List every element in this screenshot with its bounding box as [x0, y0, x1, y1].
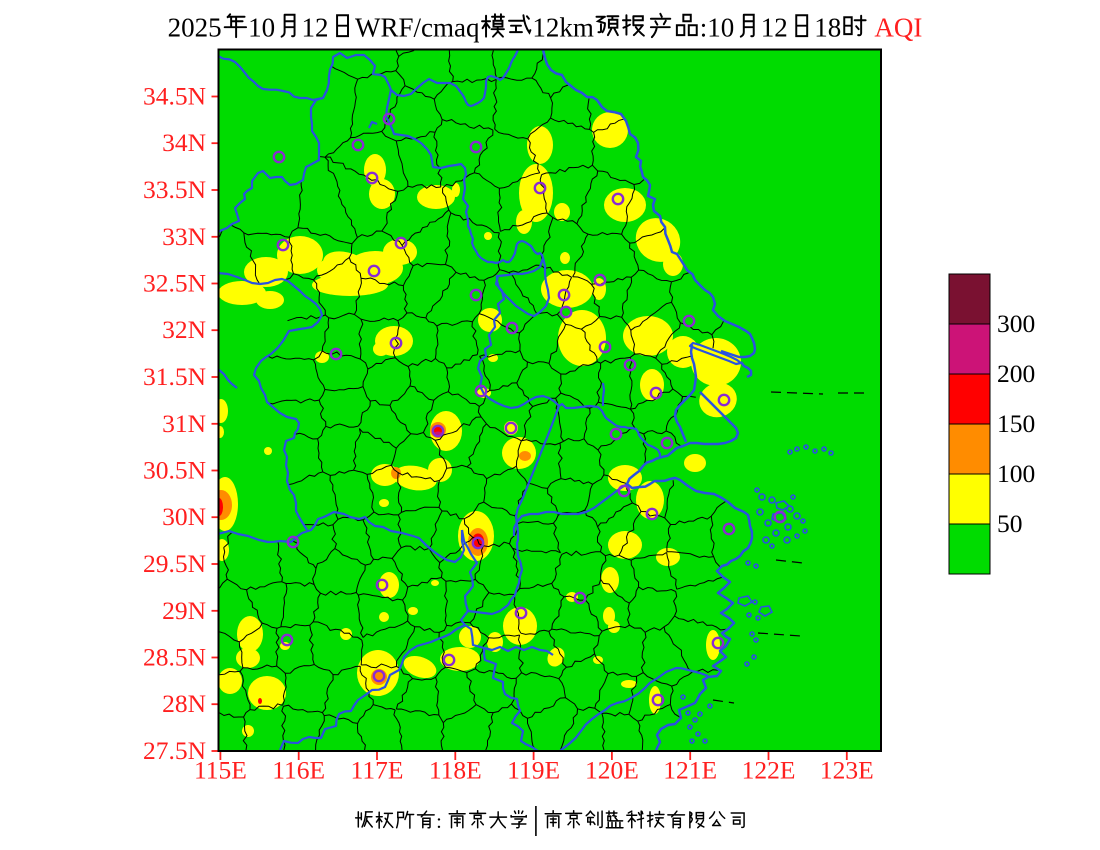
- svg-text:32.5N: 32.5N: [143, 269, 206, 298]
- svg-text:18: 18: [814, 13, 841, 43]
- svg-text:115E: 115E: [194, 756, 247, 785]
- svg-text:118E: 118E: [429, 756, 482, 785]
- svg-text:33N: 33N: [162, 222, 206, 251]
- svg-text:121E: 121E: [663, 756, 717, 785]
- svg-text:12: 12: [302, 13, 329, 43]
- svg-text:32N: 32N: [162, 315, 206, 344]
- svg-text:28N: 28N: [162, 689, 206, 718]
- svg-text:31N: 31N: [162, 409, 206, 438]
- svg-text:300: 300: [997, 309, 1035, 338]
- svg-text:27.5N: 27.5N: [143, 736, 206, 765]
- svg-text:34.5N: 34.5N: [143, 82, 206, 111]
- svg-text:200: 200: [997, 359, 1035, 388]
- svg-text:30.5N: 30.5N: [143, 456, 206, 485]
- svg-text:120E: 120E: [585, 756, 639, 785]
- svg-text:33.5N: 33.5N: [143, 175, 206, 204]
- svg-text:WRF/cmaq: WRF/cmaq: [355, 13, 480, 43]
- svg-text:117E: 117E: [351, 756, 404, 785]
- svg-text:50: 50: [997, 509, 1023, 538]
- svg-text:100: 100: [997, 459, 1035, 488]
- svg-text:29.5N: 29.5N: [143, 549, 206, 578]
- svg-text:12km: 12km: [532, 13, 594, 43]
- svg-text:123E: 123E: [820, 756, 874, 785]
- svg-text:116E: 116E: [272, 756, 325, 785]
- svg-text:2025: 2025: [168, 13, 222, 43]
- svg-text:10: 10: [248, 13, 275, 43]
- svg-text:AQI: AQI: [874, 13, 922, 43]
- svg-text:31.5N: 31.5N: [143, 362, 206, 391]
- svg-text:122E: 122E: [742, 756, 796, 785]
- svg-text:119E: 119E: [507, 756, 560, 785]
- svg-text:34N: 34N: [162, 128, 206, 157]
- svg-text:30N: 30N: [162, 502, 206, 531]
- svg-text:150: 150: [997, 409, 1035, 438]
- svg-text::: :: [436, 811, 442, 833]
- svg-text::10: :10: [700, 13, 735, 43]
- svg-text:12: 12: [761, 13, 788, 43]
- svg-text:29N: 29N: [162, 596, 206, 625]
- svg-text:28.5N: 28.5N: [143, 643, 206, 672]
